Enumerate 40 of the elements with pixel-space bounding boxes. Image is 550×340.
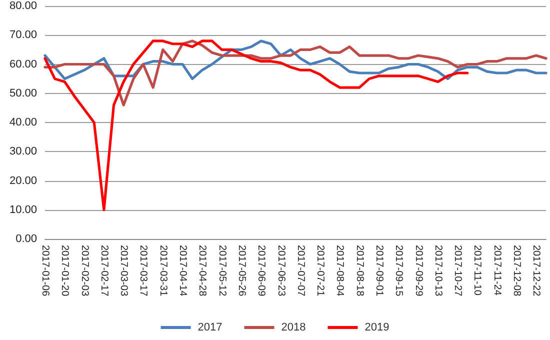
x-tick-label: 2017-02-03 <box>78 245 90 297</box>
x-tick-label: 2017-10-27 <box>452 245 464 297</box>
x-tick-label: 2017-04-14 <box>177 245 188 297</box>
x-tick-label: 2017-03-17 <box>138 245 149 297</box>
x-tick-label: 2017-11-10 <box>472 245 483 296</box>
y-tick-label: 0.00 <box>16 233 37 245</box>
legend-label: 2019 <box>364 322 390 334</box>
y-tick-label: 50.00 <box>9 87 37 100</box>
x-tick-label: 2017-11-24 <box>491 245 502 296</box>
x-tick-label: 2017-05-12 <box>216 245 228 297</box>
y-tick-label: 10.00 <box>9 204 37 216</box>
x-tick-label: 2017-09-01 <box>374 245 384 297</box>
x-tick-label: 2017-06-23 <box>275 245 286 297</box>
y-tick-label: 40.00 <box>9 116 37 128</box>
x-tick-label: 2017-10-13 <box>432 245 444 297</box>
legend-label: 2018 <box>281 322 306 334</box>
x-tick-label: 2017-07-21 <box>314 245 326 297</box>
x-tick-label: 2017-12-22 <box>530 245 542 297</box>
x-tick-label: 2017-03-03 <box>118 245 130 297</box>
x-tick-label: 2017-12-08 <box>511 245 522 297</box>
y-tick-label: 30.00 <box>9 146 37 158</box>
x-tick-label: 2017-08-18 <box>354 245 365 297</box>
x-tick-label: 2017-07-07 <box>294 245 306 297</box>
line-series <box>44 40 469 212</box>
x-tick-label: 2017-02-17 <box>98 245 110 297</box>
y-tick-label: 20.00 <box>9 174 37 187</box>
line-series <box>44 40 548 106</box>
y-tick-label: 60.00 <box>9 58 37 70</box>
x-tick-label: 2017-06-09 <box>256 245 267 297</box>
x-tick-label: 2017-09-15 <box>393 245 404 297</box>
x-tick-label: 2017-09-29 <box>412 245 424 297</box>
y-tick-label: 70.00 <box>9 29 37 42</box>
x-tick-label: 2017-04-28 <box>196 245 208 297</box>
x-tick-label: 2017-05-26 <box>236 245 247 297</box>
x-tick-label: 2017-08-04 <box>334 245 346 297</box>
x-tick-label: 2017-01-06 <box>40 245 50 297</box>
x-tick-label: 2017-01-20 <box>59 245 70 297</box>
x-tick-label: 2017-03-31 <box>157 245 168 297</box>
legend-label: 2017 <box>198 322 222 334</box>
y-tick-label: 80.00 <box>9 0 37 12</box>
